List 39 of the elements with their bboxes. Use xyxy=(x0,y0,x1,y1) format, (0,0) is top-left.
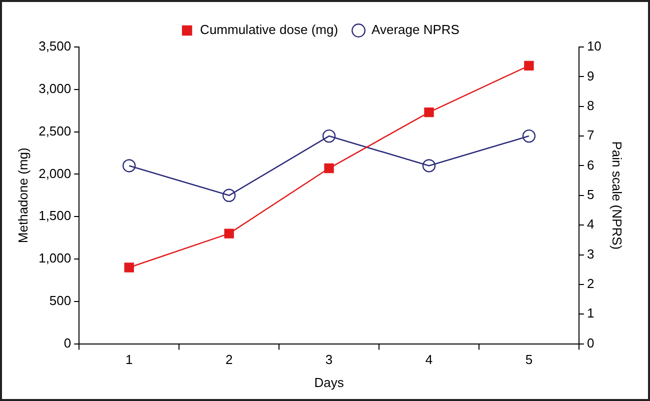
y-tick-label: 2,500 xyxy=(38,123,72,138)
point xyxy=(222,188,236,202)
point xyxy=(424,107,434,118)
y-tick-label: 3,500 xyxy=(38,38,72,54)
y2-tick-label: 1 xyxy=(586,306,594,321)
y-tick-label: 1,000 xyxy=(38,250,72,266)
y-tick-label: 3,000 xyxy=(38,80,72,96)
y2-tick-label: 7 xyxy=(586,128,594,143)
legend-label: Cummulative dose (mg) xyxy=(200,22,338,38)
legend-label: Average NPRS xyxy=(372,22,460,38)
y2-tick-label: 9 xyxy=(586,68,594,84)
point xyxy=(122,159,136,172)
y2-tick-label: 0 xyxy=(586,335,594,350)
x-axis-title: Days xyxy=(314,374,344,390)
y2-tick-label: 8 xyxy=(586,98,594,113)
y-tick-label: 1,500 xyxy=(38,208,72,224)
y2-tick-label: 5 xyxy=(586,186,594,202)
x-tick-label: 4 xyxy=(425,352,433,368)
y2-axis-title: Pain scale (NPRS) xyxy=(610,141,625,250)
y2-tick-label: 6 xyxy=(586,157,594,172)
y-tick-label: 500 xyxy=(49,292,72,308)
y2-tick-label: 4 xyxy=(586,216,594,232)
y2-tick-label: 3 xyxy=(586,246,594,262)
point xyxy=(224,228,234,238)
point xyxy=(124,262,134,272)
y2-tick-label: 2 xyxy=(586,276,594,292)
x-tick-label: 3 xyxy=(325,352,333,368)
y-axis-title: Methadone (mg) xyxy=(15,148,30,244)
x-tick-label: 5 xyxy=(525,352,533,368)
x-tick-label: 2 xyxy=(225,352,233,368)
point xyxy=(324,163,334,174)
point xyxy=(522,129,536,143)
x-tick-label: 1 xyxy=(125,352,133,368)
y-tick-label: 0 xyxy=(64,335,72,350)
y2-tick-label: 10 xyxy=(586,38,602,54)
y-tick-label: 2,000 xyxy=(38,166,72,181)
point xyxy=(322,129,336,143)
point xyxy=(422,159,436,172)
point xyxy=(524,60,534,70)
